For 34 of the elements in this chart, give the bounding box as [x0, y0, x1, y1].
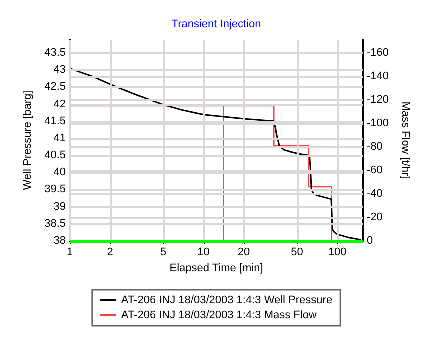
y-tick-label: 41 [54, 132, 66, 144]
x-tick-label: 100 [328, 246, 347, 258]
y-tick-label: 42.5 [44, 81, 66, 94]
y2-tick-label: -60 [367, 164, 383, 176]
y-tick-label: 39.5 [44, 184, 66, 196]
y-tick-label: 42 [54, 98, 66, 110]
y2-axis-title: Mass Flow [t/hr] [399, 102, 412, 180]
y2-tick-label: -120 [367, 94, 390, 106]
x-tick-label: 20 [238, 246, 250, 258]
x-tick-label: 1 [66, 246, 74, 258]
y-axis-title: Well Pressure [barg] [22, 90, 34, 190]
y-tick-label: 40.5 [44, 150, 66, 162]
y2-tick-label: -100 [367, 117, 390, 130]
y2-tick-label: -80 [367, 140, 383, 153]
y-tick-label: 43 [54, 64, 66, 76]
legend-label: AT-206 INJ 18/03/2003 1:4:3 Mass Flow [121, 310, 317, 322]
x-tick-label: 10 [198, 246, 210, 258]
y2-tick-label: 0 [367, 235, 374, 247]
y2-tick-label: -20 [367, 211, 383, 224]
y-tick-label: 40 [54, 166, 66, 179]
x-axis-title: Elapsed Time [min] [170, 262, 264, 274]
y-tick-label: 38.5 [44, 218, 66, 230]
y-tick-label: 38 [54, 235, 66, 247]
y2-tick-label: -160 [367, 46, 390, 59]
x-tick-label: 5 [160, 246, 167, 258]
chart-title: Transient Injection [172, 18, 262, 30]
y2-tick-label: -140 [367, 70, 390, 82]
y-tick-label: 43.5 [44, 46, 66, 59]
y-tick-label: 41.5 [44, 115, 66, 128]
legend-label: AT-206 INJ 18/03/2003 1:4:3 Well Pressure [121, 294, 333, 306]
x-tick-label: 2 [107, 246, 114, 258]
y2-tick-label: -40 [367, 188, 383, 200]
x-tick-label: 50 [291, 246, 304, 258]
y-tick-label: 39 [54, 200, 66, 213]
